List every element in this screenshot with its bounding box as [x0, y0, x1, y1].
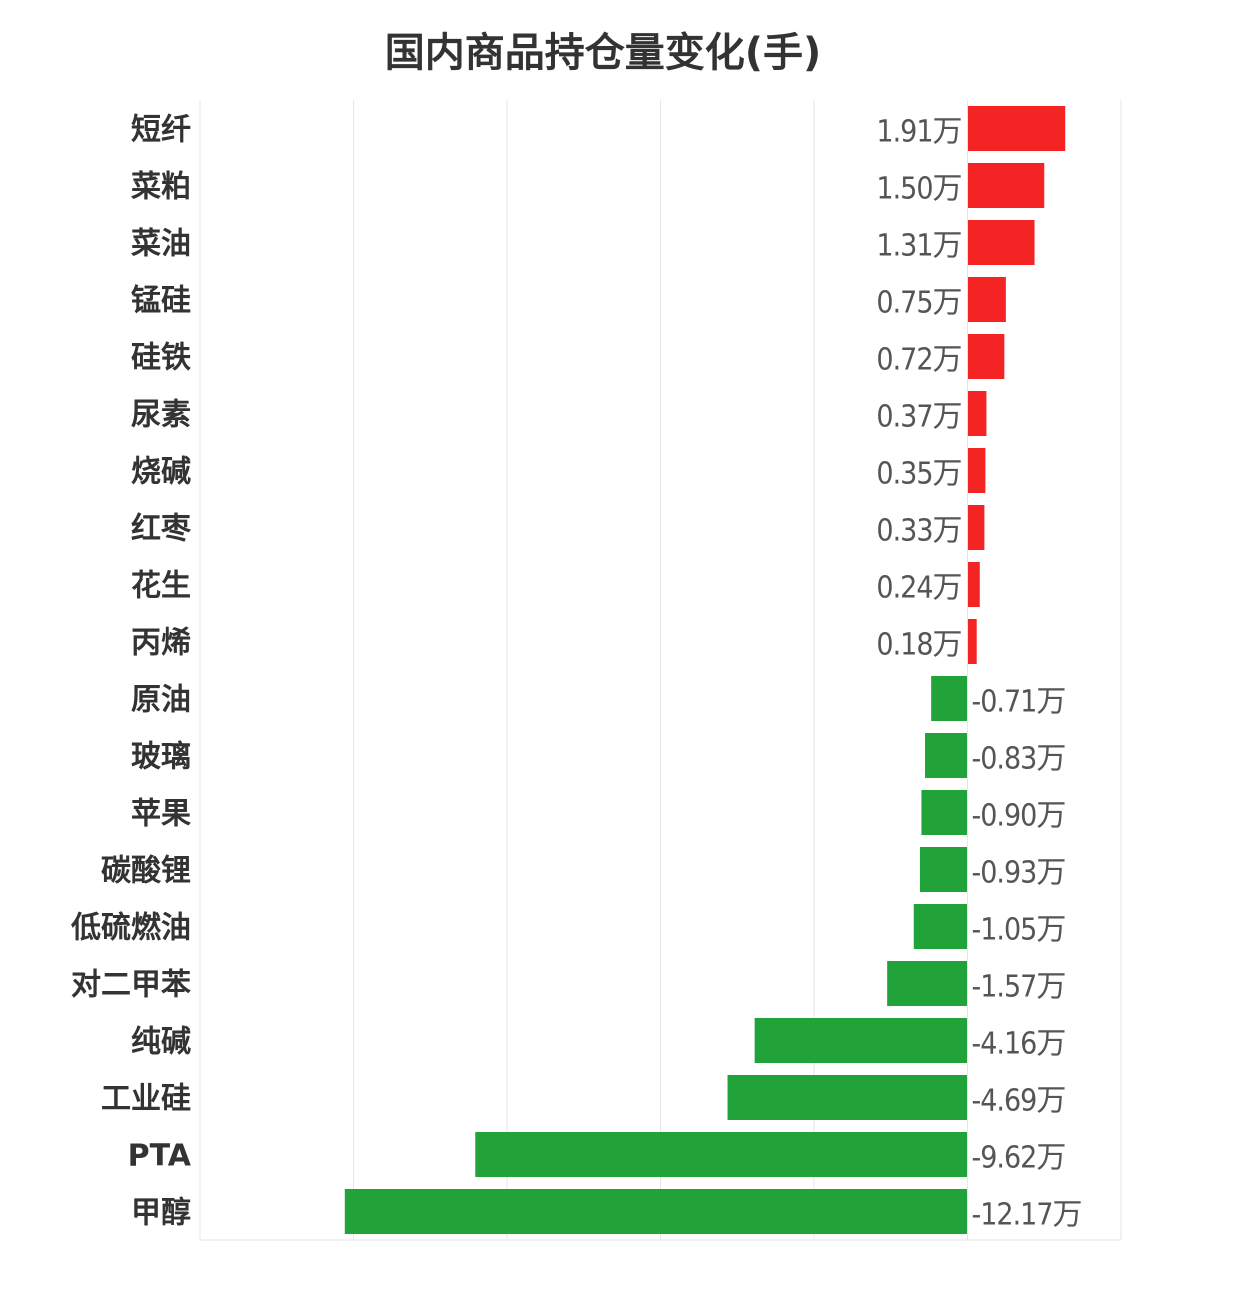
data-label: -0.90万	[972, 799, 1066, 834]
category-label: 烧碱	[131, 455, 191, 490]
bar-3	[967, 277, 1006, 322]
category-label: 菜油	[131, 227, 191, 262]
category-label: 工业硅	[101, 1082, 191, 1117]
category-label: 原油	[131, 683, 191, 718]
bar-11	[925, 733, 968, 778]
bar-15	[887, 961, 968, 1006]
data-label: -1.57万	[972, 970, 1066, 1005]
category-label: 菜粕	[131, 170, 191, 205]
bar-8	[967, 562, 980, 607]
data-label: -4.69万	[972, 1084, 1066, 1119]
data-label: -0.93万	[972, 856, 1066, 891]
bar-9	[967, 619, 977, 664]
data-label: -1.05万	[972, 913, 1066, 948]
bar-4	[967, 334, 1005, 379]
bar-16	[754, 1018, 968, 1063]
category-label: 短纤	[131, 113, 191, 148]
data-label: 0.18万	[876, 628, 961, 663]
category-label: 玻璃	[131, 740, 191, 775]
data-label: -0.83万	[972, 742, 1066, 777]
category-label: 苹果	[131, 797, 191, 832]
data-label: 0.35万	[876, 457, 961, 492]
data-label: 0.24万	[876, 571, 961, 606]
category-label: 甲醇	[131, 1196, 191, 1231]
category-label: 硅铁	[131, 341, 191, 376]
category-label: 丙烯	[131, 626, 191, 661]
category-label: 纯碱	[131, 1025, 191, 1060]
bar-5	[967, 391, 987, 436]
bar-6	[967, 448, 986, 493]
bar-12	[921, 790, 968, 835]
category-label: 红枣	[131, 512, 192, 547]
bar-7	[967, 505, 985, 550]
bar-13	[919, 847, 968, 892]
data-label: 1.91万	[876, 115, 961, 150]
category-label: PTA	[128, 1139, 192, 1174]
data-label: -9.62万	[972, 1141, 1066, 1176]
bar-2	[967, 220, 1035, 265]
bar-10	[931, 676, 968, 721]
data-label: 1.50万	[876, 172, 961, 207]
bar-18	[475, 1132, 968, 1177]
category-label: 低硫燃油	[70, 911, 191, 946]
data-label: -12.17万	[972, 1198, 1082, 1233]
category-label: 碳酸锂	[101, 854, 191, 889]
bar-17	[727, 1075, 968, 1120]
bar-14	[913, 904, 968, 949]
bar-1	[967, 163, 1045, 208]
chart-title: 国内商品持仓量变化(手)	[384, 30, 822, 76]
bar-0	[967, 106, 1066, 151]
data-label: -0.71万	[972, 685, 1066, 720]
data-label: 0.75万	[876, 286, 961, 321]
data-label: 0.72万	[876, 343, 961, 378]
data-label: 1.31万	[876, 229, 961, 264]
category-label: 对二甲苯	[71, 968, 191, 1003]
category-label: 花生	[131, 569, 191, 604]
bar-19	[344, 1189, 968, 1234]
category-label: 尿素	[131, 398, 191, 433]
category-label: 锰硅	[131, 284, 191, 319]
data-label: 0.37万	[876, 400, 961, 435]
data-label: -4.16万	[972, 1027, 1066, 1062]
data-label: 0.33万	[876, 514, 961, 549]
